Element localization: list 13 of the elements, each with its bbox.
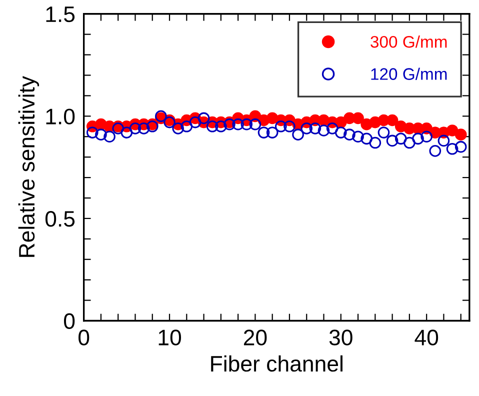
x-tick-label: 10 [158,330,182,346]
x-tick-label: 20 [244,330,267,346]
x-tick-label: 40 [414,330,438,346]
legend-label: 300 G/mm [370,36,447,48]
x-tick-label: 30 [329,330,352,346]
x-axis-title: Fiber channel [211,355,342,372]
y-tick-label: 1.5 [46,6,75,22]
y-axis-title: Relative sensitivity [18,76,40,257]
legend-label: 120 G/mm [371,68,447,80]
y-tick-label: 0 [64,313,75,330]
x-tick-label: 0 [78,330,90,346]
y-tick-label: 1.0 [46,108,75,124]
y-tick-label: 0.5 [45,210,75,227]
